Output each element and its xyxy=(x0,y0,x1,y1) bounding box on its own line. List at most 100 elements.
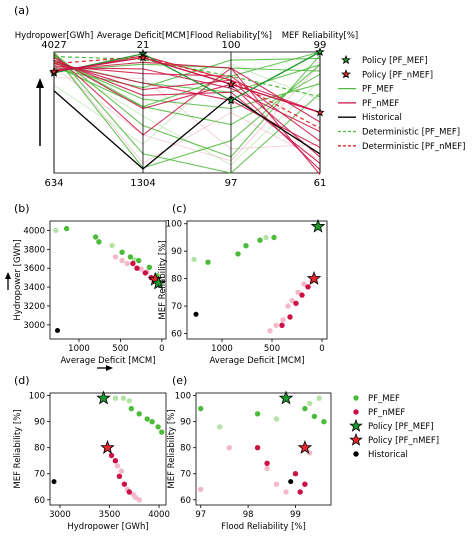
parallel-line-pf-nmef xyxy=(53,57,321,171)
scatter-point-pf-mef-light xyxy=(273,416,280,422)
x-tick-label: 3000 xyxy=(49,510,71,520)
y-tick-label: 80 xyxy=(180,444,191,454)
legend-a-star xyxy=(341,54,351,65)
y-tick-label: 70 xyxy=(171,302,182,312)
legend-s-dot xyxy=(353,409,359,415)
x-axis-label: Hydropower [GWh] xyxy=(67,522,148,532)
scatter-point-pf-nmef xyxy=(279,322,285,328)
scatter-point-pf-nmef xyxy=(116,473,123,479)
parallel-line-pf-mef xyxy=(53,54,321,169)
plot-frame xyxy=(186,220,328,340)
y-tick-label: 3400 xyxy=(23,283,45,293)
scatter-point-pf-nmef-light xyxy=(112,254,119,260)
legend-a-label: PF_MEF xyxy=(362,85,394,95)
x-axis-label: Average Deficit [MCM] xyxy=(60,356,155,366)
scatter-point-pf-nmef xyxy=(134,265,140,271)
x-tick-label: 4000 xyxy=(148,510,170,520)
scatter-point-pf-nmef xyxy=(126,489,132,495)
scatter-point-pf-nmef-light xyxy=(114,463,121,469)
axis-top-deficit: 21 xyxy=(137,40,150,51)
scatter-point-pf-nmef-light xyxy=(301,281,307,287)
legend-a-label: Policy [PF_nMEF] xyxy=(362,70,433,80)
y-tick-label: 3000 xyxy=(23,321,45,331)
scatter-point-pf-mef xyxy=(271,234,277,241)
x-axis-label: Average Deficit [MCM] xyxy=(209,356,304,366)
scatter-point-pf-mef xyxy=(96,239,102,245)
scatter-point-pf-mef-light xyxy=(120,395,127,401)
scatter-point-pf-nmef-light xyxy=(138,266,144,272)
legend-s-label: Historical xyxy=(368,450,408,460)
scatter-point-pf-mef xyxy=(254,411,261,417)
scatter-point-pf-nmef-light xyxy=(119,257,125,264)
x-tick-label: 1000 xyxy=(211,344,233,354)
scatter-point-pf-mef xyxy=(92,234,99,240)
scatter-point-pf-nmef xyxy=(108,452,115,459)
x-axis-label: Flood Reliability [%] xyxy=(221,522,306,532)
parallel-line-pf-nmef xyxy=(53,61,321,123)
scatter-point-pf-mef xyxy=(159,429,165,435)
legend-a-label: Historical xyxy=(362,113,402,123)
parallel-marker-policy-nmef xyxy=(226,79,236,89)
scatter-point-pf-nmef-light xyxy=(124,260,130,267)
y-tick-label: 3600 xyxy=(23,264,45,274)
y-tick-label: 70 xyxy=(34,470,45,480)
parallel-line-background xyxy=(53,54,321,164)
scatter-point-pf-mef xyxy=(302,405,308,412)
scatter-point-pf-mef-light xyxy=(112,395,119,401)
parallel-coordinates-plot: Hydropower[GWh] 4027 634 Average Deficit… xyxy=(15,31,359,189)
parallel-line-policy-nmef xyxy=(53,56,321,114)
scatter-point-pf-mef xyxy=(235,251,241,257)
scatter-point-pf-nmef-light xyxy=(273,322,279,328)
scatter-point-pf-nmef-light xyxy=(289,297,295,304)
parallel-marker-policy-mef xyxy=(226,95,236,105)
scatter-point-pf-mef xyxy=(144,416,150,422)
scatter-point-historical xyxy=(288,479,294,485)
scatter-point-pf-nmef-light xyxy=(132,494,138,500)
scatter-point-pf-mef-light xyxy=(316,395,322,401)
y-axis-label: Hydropower [GWh] xyxy=(13,239,23,320)
panel-label-b: (b) xyxy=(14,202,30,215)
scatter-point-pf-mef-light xyxy=(191,256,197,263)
y-tick-label: 60 xyxy=(171,330,182,340)
parallel-marker-policy-nmef xyxy=(315,107,325,117)
y-tick-label: 100 xyxy=(29,392,45,402)
arrow-right-b xyxy=(97,365,113,371)
parallel-line-policy-mef xyxy=(53,51,321,102)
legend-s-dot xyxy=(353,451,359,457)
parallel-line-pf-nmef xyxy=(53,63,321,148)
axis-top-mef: 99 xyxy=(314,40,327,51)
scatter-point-pf-mef-light xyxy=(53,227,59,234)
scatter-point-pf-nmef-light xyxy=(283,489,289,495)
scatter-point-pf-mef-light xyxy=(217,424,223,430)
scatter-point-pf-mef xyxy=(63,225,70,232)
scatter-point-pf-nmef xyxy=(293,300,299,306)
scatter-point-pf-mef xyxy=(136,411,142,417)
x-tick-label: 500 xyxy=(264,344,280,354)
scatter-d: 3000 3500 4000 60 70 80 90 100 Hydropower [GWh] M… xyxy=(13,390,170,532)
parallel-axis-headers: Hydropower[GWh] 4027 634 Average Deficit… xyxy=(15,31,359,189)
scatter-point-pf-mef-light xyxy=(263,234,269,241)
scatter-b: 1000 500 0 3000 3200 3400 3600 3800 4000 Average … xyxy=(13,220,167,366)
legend-s-dot xyxy=(353,395,359,401)
scatter-point-pf-nmef-light xyxy=(285,303,291,309)
axis-bottom-deficit: 1304 xyxy=(130,178,155,189)
scatter-point-pf-nmef-light xyxy=(198,486,204,493)
parallel-marker-policy-nmef xyxy=(138,52,148,62)
parallel-marker-policy-mef xyxy=(315,47,325,57)
y-tick-label: 80 xyxy=(34,444,45,454)
parallel-lines xyxy=(53,51,321,175)
legend-s-label: Policy [PF_nMEF] xyxy=(368,436,439,446)
scatter-point-pf-nmef-light xyxy=(295,289,301,295)
scatter-star-policy-mef xyxy=(96,390,111,405)
axis-top-hydropower: 4027 xyxy=(41,40,66,51)
y-tick-label: 90 xyxy=(34,418,45,428)
axis-header-flood: Flood Reliability[%] xyxy=(190,31,272,41)
y-tick-label: 60 xyxy=(34,496,45,506)
scatter-point-pf-nmef-light xyxy=(280,317,286,323)
axis-bottom-hydropower: 634 xyxy=(44,178,63,189)
parallel-line-pf-nmef xyxy=(53,65,321,142)
y-tick-label: 60 xyxy=(180,496,191,506)
scatter-point-pf-mef-light xyxy=(307,400,313,407)
scatter-point-pf-nmef xyxy=(130,260,136,267)
scatter-point-pf-nmef xyxy=(121,481,128,487)
